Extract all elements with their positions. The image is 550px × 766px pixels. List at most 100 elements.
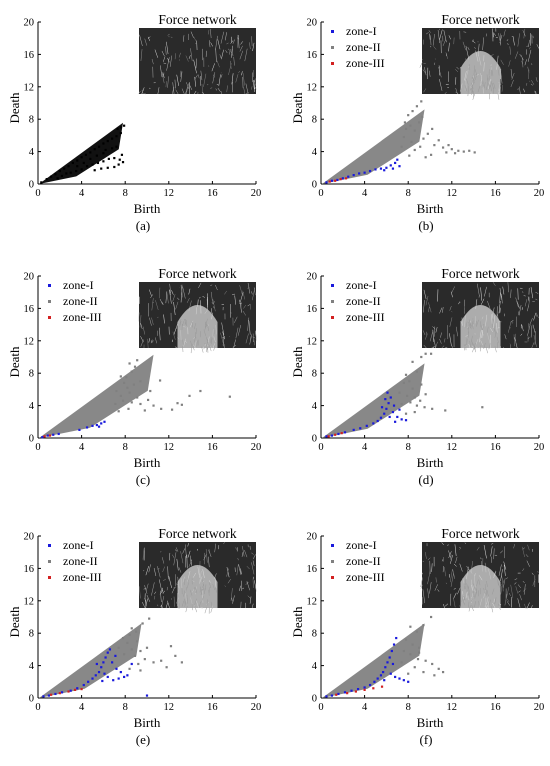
force-chain <box>443 603 445 609</box>
force-chain <box>253 79 256 86</box>
legend-label: zone-I <box>63 278 94 292</box>
force-chain <box>500 569 503 582</box>
force-chain <box>139 34 143 47</box>
force-chain <box>424 552 427 559</box>
force-chain <box>148 564 151 573</box>
force-chain <box>450 554 453 564</box>
force-chain <box>165 291 168 304</box>
force-chain <box>220 31 225 44</box>
data-point-zone-ii <box>126 386 129 389</box>
force-chain <box>445 52 449 59</box>
force-chain <box>529 317 533 325</box>
force-chain <box>510 584 514 598</box>
force-chain <box>247 319 250 322</box>
force-chain <box>514 51 519 59</box>
force-chain <box>483 587 486 595</box>
force-chain <box>508 60 511 67</box>
force-chain <box>217 39 221 50</box>
y-tick-label: 4 <box>312 661 318 672</box>
data-point-zone-ii <box>411 110 414 113</box>
force-chain <box>468 605 471 612</box>
force-chain <box>159 298 163 305</box>
x-tick-label: 8 <box>123 702 128 713</box>
force-chain <box>453 592 457 599</box>
force-chain <box>511 322 514 324</box>
force-chain <box>517 598 521 608</box>
data-point-zone-i <box>325 181 328 184</box>
data-point-zone-i <box>389 164 392 167</box>
y-tick-label: 0 <box>29 180 34 191</box>
force-chain <box>488 83 491 90</box>
force-chain <box>247 286 250 290</box>
y-tick-label: 8 <box>29 629 34 640</box>
force-chain <box>215 35 218 50</box>
force-chain <box>167 600 170 609</box>
force-chain <box>454 544 457 556</box>
force-chain <box>210 28 212 39</box>
force-chain <box>254 86 257 90</box>
data-point-series <box>40 181 43 184</box>
x-tick-label: 16 <box>490 702 501 713</box>
x-tick-label: 8 <box>406 702 411 713</box>
data-point-zone-i <box>396 158 399 161</box>
data-point-zone-i <box>380 406 384 409</box>
data-point-zone-i <box>85 426 89 429</box>
data-point-zone-ii <box>426 132 429 135</box>
force-chain <box>488 599 491 606</box>
force-chain <box>192 344 195 351</box>
force-chain <box>186 297 190 303</box>
data-point-series <box>107 157 110 160</box>
force-chain <box>432 326 436 330</box>
force-chain <box>530 325 533 338</box>
legend-marker <box>48 300 51 303</box>
force-chain <box>193 323 197 330</box>
force-chain <box>237 557 239 561</box>
force-chain <box>186 597 189 604</box>
force-chain <box>175 547 179 552</box>
y-tick-label: 16 <box>24 304 35 315</box>
data-point-zone-iii <box>327 435 330 438</box>
data-point-zone-ii <box>415 630 419 633</box>
force-chain <box>214 586 218 593</box>
legend-marker <box>48 560 51 563</box>
data-point-zone-iii <box>340 432 343 435</box>
legend-marker <box>331 316 334 319</box>
force-chain <box>455 69 459 73</box>
force-chain <box>172 331 176 340</box>
data-point-zone-i <box>376 677 379 680</box>
force-chain <box>444 603 449 607</box>
x-tick-label: 8 <box>123 188 128 199</box>
force-chain <box>253 80 255 93</box>
force-chain <box>524 603 526 609</box>
force-chain <box>193 36 196 41</box>
force-chain <box>207 65 210 67</box>
force-chain <box>178 602 180 609</box>
force-chain <box>527 544 530 551</box>
force-chain <box>145 565 149 576</box>
force-chain <box>160 551 162 553</box>
panel-label: (e) <box>136 732 150 747</box>
data-point-series <box>45 178 48 181</box>
force-chain <box>195 587 198 594</box>
force-chain <box>215 88 218 91</box>
force-chain <box>491 69 494 76</box>
y-tick-label: 20 <box>307 532 318 543</box>
y-tick-label: 12 <box>307 596 318 607</box>
force-chain <box>439 78 443 91</box>
inset-title: Force network <box>158 526 237 541</box>
force-chain <box>150 339 153 344</box>
force-chain <box>494 346 497 353</box>
force-chain <box>140 339 144 347</box>
legend-label: zone-III <box>63 310 102 324</box>
force-chain <box>239 45 243 52</box>
force-chain <box>535 77 538 82</box>
force-chain <box>194 587 196 594</box>
force-chain <box>208 556 210 568</box>
force-chain <box>213 74 215 78</box>
force-chain <box>491 588 495 595</box>
force-chain <box>521 57 524 68</box>
data-point-zone-ii <box>130 401 133 404</box>
force-chain <box>139 586 141 599</box>
force-chain <box>484 286 487 297</box>
x-tick-label: 12 <box>447 442 458 453</box>
